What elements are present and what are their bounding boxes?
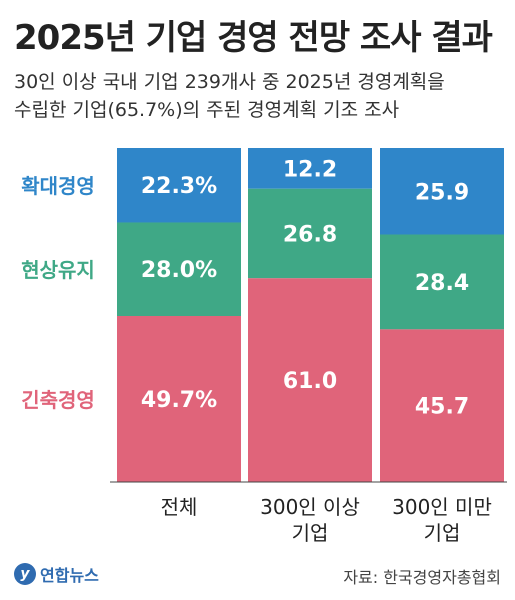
- category-label-2-0: 300인 미만: [392, 495, 492, 519]
- category-label-1-1: 기업: [292, 521, 329, 545]
- category-label-0-0: 전체: [161, 495, 198, 519]
- data-label-2-0: 49.7%: [141, 388, 217, 413]
- bar-segment-2-0: [117, 316, 241, 482]
- logo-text: 연합뉴스: [40, 566, 99, 585]
- data-label-1-1: 26.8: [283, 223, 337, 248]
- bar-segment-1-0: [117, 222, 241, 317]
- data-label-1-2: 28.4: [415, 271, 469, 296]
- category-label-1-0: 300인 이상: [260, 495, 360, 519]
- bar-segment-2-1: [248, 278, 372, 482]
- data-label-1-0: 28.0%: [141, 258, 217, 283]
- subtitle-line-1: 30인 이상 국내 기업 239개사 중 2025년 경영계획을: [14, 71, 445, 93]
- legend-label-0: 확대경영: [21, 174, 95, 198]
- data-label-0-2: 25.9: [415, 180, 469, 205]
- chart-subtitle: 30인 이상 국내 기업 239개사 중 2025년 경영계획을 수립한 기업(…: [14, 68, 504, 124]
- data-label-0-0: 22.3%: [141, 174, 217, 199]
- category-label-2-1: 기업: [424, 521, 461, 545]
- data-label-2-2: 45.7: [415, 395, 469, 420]
- data-label-0-1: 12.2: [283, 157, 337, 182]
- legend-label-1: 현상유지: [21, 258, 95, 282]
- bar-segment-0-2: [380, 148, 504, 235]
- logo-icon: y: [14, 563, 36, 585]
- bar-segment-0-0: [117, 148, 241, 223]
- data-label-2-1: 61.0: [283, 369, 337, 394]
- bar-segment-0-1: [248, 148, 372, 189]
- chart-title: 2025년 기업 경영 전망 조사 결과: [14, 18, 493, 58]
- subtitle-line-2: 수립한 기업(65.7%)의 주된 경영계획 기조 조사: [14, 99, 400, 121]
- legend-label-2: 긴축경영: [21, 388, 95, 412]
- bar-segment-1-2: [380, 234, 504, 330]
- source-note: 자료: 한국경영자총협회: [343, 568, 501, 587]
- news-logo: y 연합뉴스: [14, 562, 99, 586]
- bar-segment-2-2: [380, 329, 504, 482]
- bar-segment-1-1: [248, 188, 372, 279]
